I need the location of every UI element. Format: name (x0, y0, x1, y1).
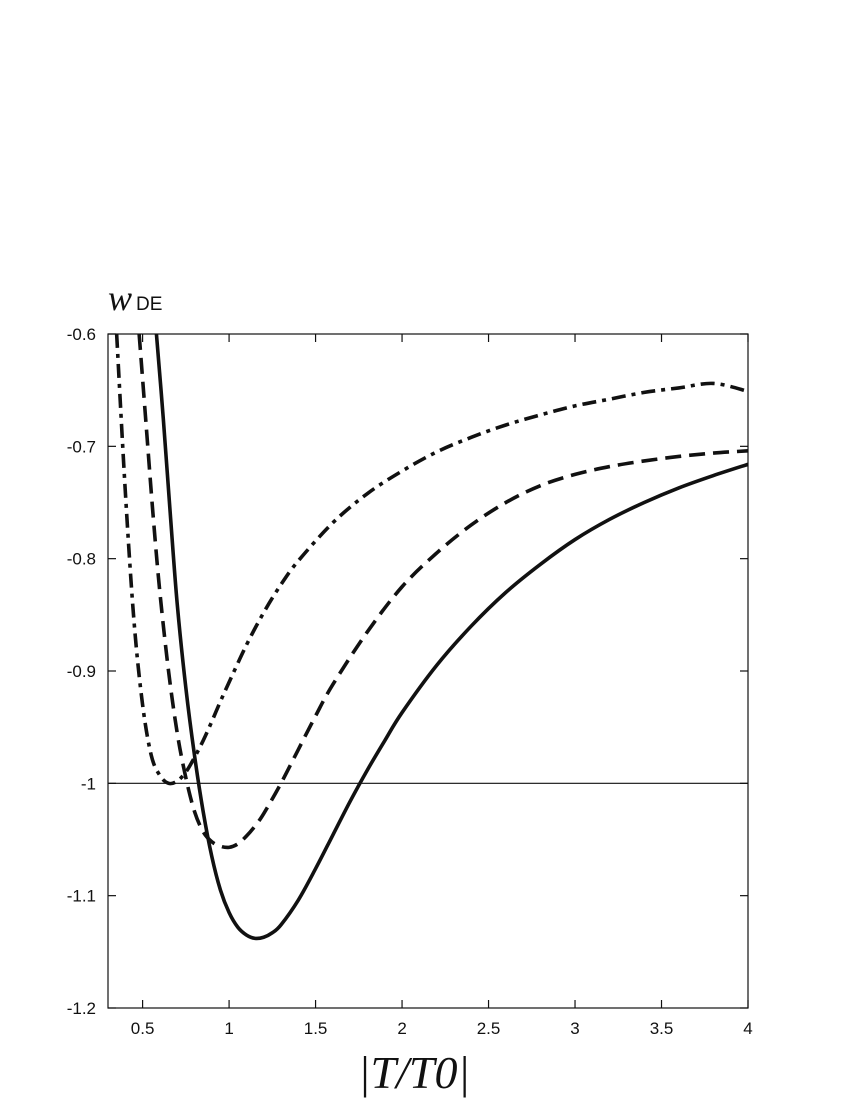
series-group (114, 334, 748, 941)
y-tick-label: -0.7 (67, 437, 96, 456)
y-tick-label: -0.8 (67, 550, 96, 569)
plot-frame-group (107, 333, 749, 1009)
series-line-dash-dot (114, 334, 748, 786)
y-tick-label: -1 (81, 774, 96, 793)
x-tick-label: 3 (570, 1019, 579, 1038)
x-tick-label: 1 (224, 1019, 233, 1038)
x-tick-label: 3.5 (650, 1019, 674, 1038)
y-axis-label: w DE (108, 278, 162, 318)
series-line-solid (154, 334, 748, 941)
y-tick-label: -1.1 (67, 887, 96, 906)
y-tick-label: -1.2 (67, 999, 96, 1018)
series-line-dashed (137, 334, 748, 850)
y-axis-label-main: w (108, 278, 132, 318)
ticks-group: 0.5 1 1.5 2 2.5 3 3.5 4 -0.6 -0.7 -0.8 -0.9 -1 -1.1 -1… (67, 325, 753, 1038)
x-axis-label: |T/T0| (358, 1047, 470, 1098)
y-tick-label: -0.6 (67, 325, 96, 344)
y-tick-label: -0.9 (67, 662, 96, 681)
x-tick-label: 2.5 (477, 1019, 501, 1038)
x-tick-label: 4 (743, 1019, 752, 1038)
x-tick-label: 0.5 (131, 1019, 155, 1038)
plot-frame (107, 333, 749, 1009)
x-tick-label: 2 (397, 1019, 406, 1038)
y-axis-label-sub: DE (136, 294, 162, 315)
x-tick-label: 1.5 (304, 1019, 328, 1038)
